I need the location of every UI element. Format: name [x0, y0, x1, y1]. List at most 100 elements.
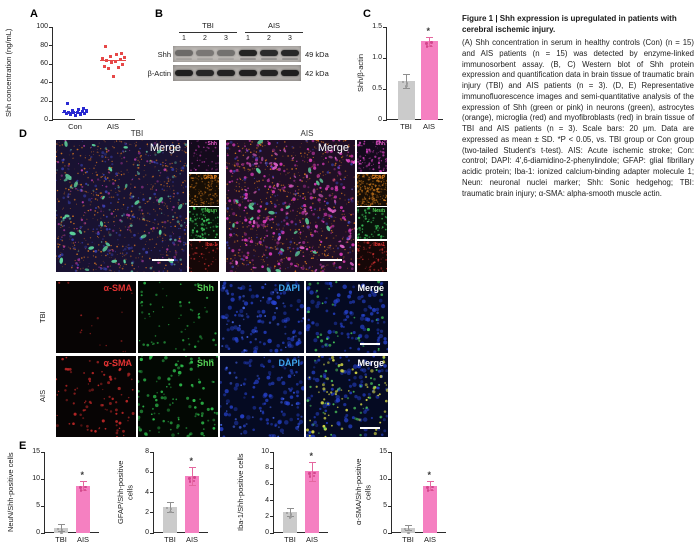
neun-channel-label: Neun: [372, 208, 386, 214]
micrograph-art: [357, 207, 387, 239]
data-point: [308, 475, 312, 478]
scale-bar: [360, 427, 380, 429]
data-point: [308, 472, 311, 475]
y-tick: [150, 532, 154, 534]
data-point: [405, 82, 409, 85]
micrograph-art: [226, 140, 355, 272]
chart-e4-y-axis-title: α-SMA/Shh-positive cells: [354, 458, 373, 526]
error-cap: [57, 524, 65, 526]
shh-channel-label: Shh: [375, 141, 385, 147]
micrograph-art: [220, 281, 304, 353]
data-point: [430, 44, 433, 48]
x-category-label: AIS: [76, 535, 90, 544]
y-tick-label: 1.0: [372, 54, 382, 61]
merge-label: Merge: [357, 358, 384, 368]
y-tick: [270, 467, 274, 469]
protein-band: [239, 50, 257, 56]
error-bar: [191, 467, 193, 486]
y-tick-label: 15: [32, 448, 40, 455]
protein-band: [281, 70, 299, 76]
error-cap: [286, 507, 294, 509]
data-point: [165, 506, 169, 509]
asma-label: α-SMA: [103, 283, 132, 293]
panel-d-ais-header: AIS: [300, 129, 314, 138]
y-tick-label: 5: [36, 502, 40, 509]
x-category-label: TBI: [400, 122, 412, 131]
scatter-point: [81, 107, 85, 111]
protein-band: [281, 50, 299, 56]
scatter-point: [102, 64, 106, 68]
x-category-label: AIS: [185, 535, 199, 544]
error-bar: [169, 501, 171, 512]
scatter-point: [80, 110, 84, 114]
y-tick-label: 0: [383, 529, 387, 536]
data-point: [425, 42, 428, 45]
micrograph-art: [138, 281, 217, 351]
error-cap: [425, 36, 433, 38]
error-bar: [289, 507, 291, 516]
iba1-bar-chart: 0 2 4 6 8 10 TBI * AIS: [261, 448, 328, 544]
y-tick-label: 0.5: [372, 85, 382, 92]
error-cap: [308, 461, 316, 463]
data-point: [60, 528, 64, 532]
y-tick: [270, 483, 274, 485]
data-point: [403, 527, 407, 530]
blot-row-label-actin: β-Actin: [147, 69, 172, 78]
ais-asma-image: α-SMA: [56, 356, 136, 437]
y-tick: [383, 57, 387, 59]
data-point: [425, 45, 429, 48]
y-tick: [150, 471, 154, 473]
error-cap: [79, 489, 87, 491]
y-tick: [49, 119, 53, 121]
protein-band: [260, 50, 278, 56]
y-tick: [270, 532, 274, 534]
y-tick-label: 100: [36, 23, 48, 30]
merge-label: Merge: [357, 283, 384, 293]
y-tick: [41, 532, 45, 534]
scatter-point: [111, 74, 115, 78]
protein-band: [217, 70, 235, 76]
tbi-iba1-channel-image: Iba-1: [189, 240, 219, 272]
data-point: [313, 474, 316, 478]
x-category-label: TBI: [402, 535, 414, 544]
y-tick-label: 2: [265, 512, 269, 520]
y-tick: [41, 478, 45, 480]
error-bar: [311, 461, 313, 482]
y-tick-label: 0: [378, 116, 382, 123]
gfap-bar-chart: 0 2 4 6 8 TBI * AIS: [145, 448, 208, 544]
ais-neun-channel-image: Neun: [357, 207, 387, 239]
chart-e1-y-axis-title: NeuN/Shh-positive cells: [6, 452, 15, 532]
y-tick-label: 6: [145, 468, 149, 476]
data-point: [426, 486, 429, 489]
data-point: [289, 515, 293, 519]
panel-a-label: A: [30, 8, 38, 20]
y-tick: [150, 512, 154, 514]
panel-c-label: C: [363, 8, 371, 20]
data-point: [407, 531, 411, 534]
y-tick-label: 0: [145, 529, 149, 536]
x-category-label: Con: [68, 122, 82, 131]
lane-number: 2: [203, 35, 207, 42]
micrograph-art: [357, 240, 387, 272]
error-cap: [166, 501, 174, 503]
y-tick: [270, 451, 274, 453]
lane-group-line: [179, 32, 237, 33]
iba1-channel-label: Iba-1: [373, 241, 385, 248]
figure-caption: Figure 1 | Shh expression is upregulated…: [462, 14, 694, 199]
y-tick-label: 8: [265, 464, 269, 472]
data-point: [193, 476, 196, 479]
y-tick-label: 4: [265, 496, 269, 504]
band-smear: [240, 57, 256, 60]
error-cap: [188, 485, 196, 487]
lane-number: 3: [288, 35, 292, 42]
y-tick: [388, 451, 392, 453]
y-tick-label: 5: [383, 502, 387, 509]
scatter-point: [116, 65, 120, 69]
band-smear: [261, 57, 277, 60]
data-point: [407, 528, 411, 532]
y-tick-label: 0: [265, 529, 269, 536]
protein-band: [196, 70, 214, 76]
y-tick: [150, 451, 154, 453]
y-tick-label: 20: [40, 97, 48, 105]
scatter-point: [73, 113, 77, 117]
